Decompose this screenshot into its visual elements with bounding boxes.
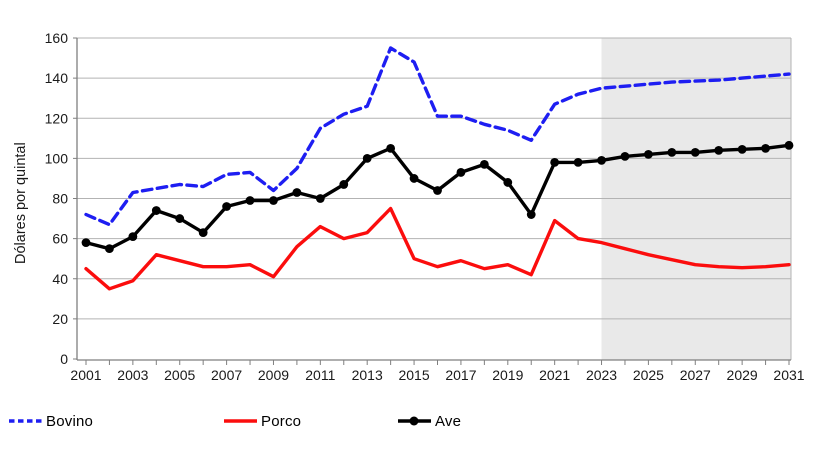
svg-text:2017: 2017: [445, 367, 476, 383]
svg-text:2005: 2005: [164, 367, 195, 383]
svg-text:40: 40: [52, 271, 68, 287]
svg-text:160: 160: [45, 30, 69, 46]
y-axis-label: Dólares por quintal: [13, 142, 29, 264]
svg-text:80: 80: [52, 191, 68, 207]
svg-text:140: 140: [45, 70, 69, 86]
plot-area: Dólares por quintal 2001 2003 2005 2007 2009…: [13, 30, 805, 383]
svg-text:2009: 2009: [258, 367, 289, 383]
svg-text:0: 0: [60, 351, 68, 367]
svg-text:20: 20: [52, 311, 68, 327]
svg-text:2021: 2021: [539, 367, 570, 383]
svg-text:2003: 2003: [117, 367, 148, 383]
legend-item-bovino: Bovino: [8, 399, 93, 443]
legend-item-ave: Ave: [397, 399, 461, 443]
svg-text:2013: 2013: [352, 367, 383, 383]
bovino-dashed-line-icon: [9, 419, 42, 423]
ave-marker-line-icon: [398, 416, 431, 426]
svg-text:2001: 2001: [70, 367, 101, 383]
svg-text:60: 60: [52, 231, 68, 247]
svg-text:2015: 2015: [398, 367, 429, 383]
svg-text:120: 120: [45, 110, 69, 126]
svg-text:2027: 2027: [680, 367, 711, 383]
legend-label-bovino: Bovino: [46, 412, 94, 430]
svg-text:2031: 2031: [773, 367, 804, 383]
legend-label-porco: Porco: [261, 412, 302, 430]
svg-text:2011: 2011: [305, 367, 335, 383]
legend-item-porco: Porco: [223, 399, 301, 443]
svg-text:2019: 2019: [492, 367, 523, 383]
legend: Bovino Porco Ave: [0, 399, 820, 445]
porco-solid-line-icon: [224, 419, 257, 423]
svg-text:2023: 2023: [586, 367, 617, 383]
legend-label-ave: Ave: [435, 412, 462, 430]
svg-text:2025: 2025: [633, 367, 664, 383]
svg-text:100: 100: [45, 150, 69, 166]
svg-text:2029: 2029: [727, 367, 758, 383]
svg-text:2007: 2007: [211, 367, 242, 383]
